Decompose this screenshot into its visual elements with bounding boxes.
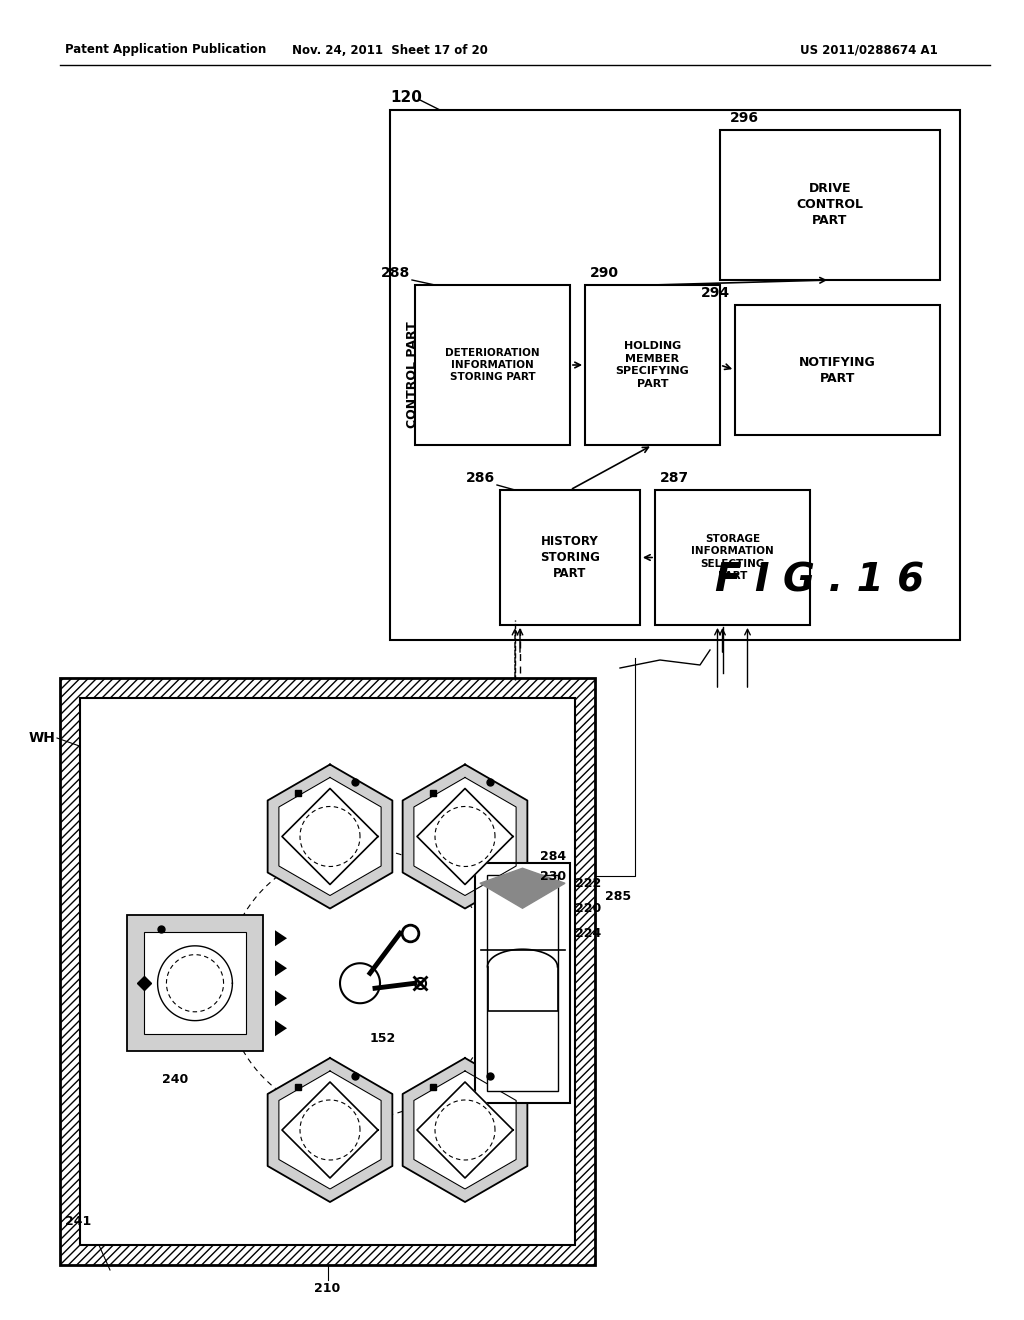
Text: Patent Application Publication: Patent Application Publication	[65, 44, 266, 57]
Text: 241: 241	[65, 1214, 91, 1228]
Bar	[475, 863, 570, 1104]
Polygon shape	[414, 1071, 516, 1189]
Polygon shape	[282, 1082, 378, 1177]
Bar	[60, 678, 595, 1265]
Text: HISTORY
STORING
PART: HISTORY STORING PART	[540, 535, 600, 579]
Text: NOTIFYING
PART: NOTIFYING PART	[799, 355, 876, 384]
Text: 224: 224	[575, 927, 601, 940]
Polygon shape	[267, 1059, 392, 1203]
Bar	[500, 490, 640, 624]
Text: 210: 210	[314, 1282, 341, 1295]
Text: 152: 152	[370, 1032, 396, 1044]
Text: 222: 222	[575, 876, 601, 890]
Bar	[127, 915, 263, 1051]
Bar	[144, 932, 246, 1035]
Text: WH: WH	[28, 731, 55, 744]
Polygon shape	[279, 777, 381, 895]
Text: CONTROL PART: CONTROL PART	[406, 322, 419, 429]
Polygon shape	[267, 764, 392, 908]
Text: 240: 240	[162, 1073, 188, 1086]
Polygon shape	[480, 869, 565, 908]
Polygon shape	[414, 777, 516, 895]
Polygon shape	[279, 1071, 381, 1189]
Polygon shape	[417, 1082, 513, 1177]
Text: DETERIORATION
INFORMATION
STORING PART: DETERIORATION INFORMATION STORING PART	[445, 347, 540, 383]
Text: 220: 220	[575, 902, 601, 915]
Polygon shape	[340, 964, 380, 1003]
Bar	[585, 285, 720, 445]
Text: 294: 294	[700, 286, 730, 300]
Polygon shape	[275, 1020, 287, 1036]
Polygon shape	[402, 764, 527, 908]
Text: US 2011/0288674 A1: US 2011/0288674 A1	[800, 44, 938, 57]
Polygon shape	[275, 931, 287, 946]
Bar	[390, 110, 961, 640]
Polygon shape	[275, 990, 287, 1006]
Text: Nov. 24, 2011  Sheet 17 of 20: Nov. 24, 2011 Sheet 17 of 20	[292, 44, 488, 57]
Text: 290: 290	[590, 267, 618, 280]
Text: 286: 286	[466, 471, 495, 484]
Text: 287: 287	[660, 471, 689, 484]
Polygon shape	[402, 1059, 527, 1203]
Bar	[80, 698, 575, 1245]
Text: 285: 285	[605, 890, 631, 903]
Text: HOLDING
MEMBER
SPECIFYING
PART: HOLDING MEMBER SPECIFYING PART	[615, 342, 689, 388]
Bar	[415, 285, 570, 445]
Bar	[720, 129, 940, 280]
Text: 288: 288	[381, 267, 410, 280]
Polygon shape	[282, 788, 378, 884]
Bar	[487, 875, 558, 1092]
Text: 230: 230	[540, 870, 566, 883]
Bar	[655, 490, 810, 624]
Text: F I G . 1 6: F I G . 1 6	[716, 561, 925, 599]
Polygon shape	[417, 788, 513, 884]
Bar	[735, 305, 940, 436]
Polygon shape	[275, 960, 287, 977]
Text: STORAGE
INFORMATION
SELECTING
PART: STORAGE INFORMATION SELECTING PART	[691, 533, 774, 581]
Text: DRIVE
CONTROL
PART: DRIVE CONTROL PART	[797, 182, 863, 227]
Text: 284: 284	[540, 850, 566, 863]
Text: 120: 120	[390, 90, 422, 104]
Text: 296: 296	[730, 111, 759, 125]
